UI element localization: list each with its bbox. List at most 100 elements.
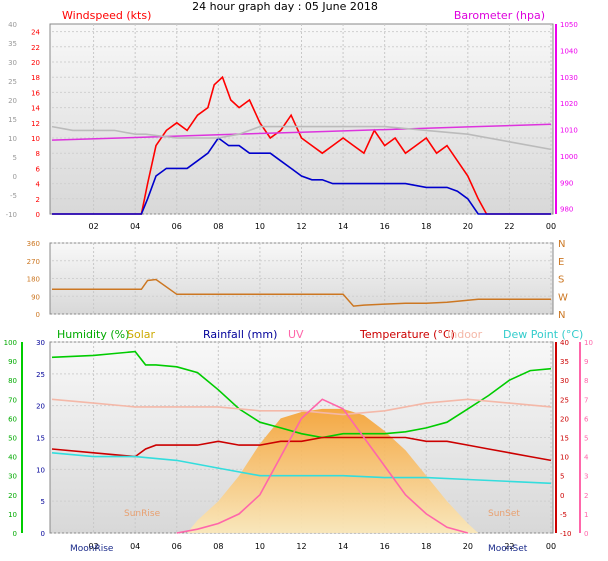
series-direction: [52, 278, 551, 307]
humidity-tick: 20: [8, 492, 17, 500]
wind-panel: [49, 23, 554, 215]
series-solar: [187, 408, 479, 533]
x-tick-label-wind: 08: [213, 222, 223, 231]
dewpoint-legend: Dew Point (°C): [503, 328, 583, 341]
series-humidity: [51, 350, 552, 439]
x-tick-label-weather: 02: [88, 542, 98, 551]
windchill-tick: 0: [13, 173, 17, 181]
wind-tick: 12: [31, 120, 40, 128]
windchill-tick: 15: [8, 116, 17, 124]
compass-tick: E: [558, 257, 564, 268]
uv-tick: 6: [584, 415, 589, 423]
x-tick-label-weather: 20: [463, 542, 473, 551]
series-layer: [51, 75, 552, 534]
humidity-tick: 60: [8, 415, 17, 423]
compass-tick: N: [558, 239, 565, 250]
rain-legend: Rainfall (mm): [203, 328, 277, 341]
x-tick-label-wind: 00: [546, 222, 556, 231]
temperature-tick: 30: [560, 377, 569, 385]
wind-tick: 18: [31, 74, 40, 82]
humidity-tick: 0: [13, 530, 17, 538]
humidity-tick: 40: [8, 454, 17, 462]
series-temperature: [51, 436, 552, 462]
humidity-tick: 80: [8, 377, 17, 385]
baro-tick: 1010: [560, 127, 578, 135]
chart-title: 24 hour graph day : 05 June 2018: [192, 0, 378, 13]
moonset-label: MoonSet: [488, 544, 528, 554]
x-tick-label-wind: 04: [130, 222, 140, 231]
baro-tick: 1000: [560, 153, 578, 161]
x-tick-label-wind: 20: [463, 222, 473, 231]
direction-tick: 270: [27, 258, 40, 266]
uv-tick: 4: [584, 454, 589, 462]
uv-tick: 0: [584, 530, 588, 538]
x-tick-label-wind: 10: [255, 222, 265, 231]
windchill-tick: 30: [8, 59, 17, 67]
direction-tick: 0: [36, 311, 40, 319]
temperature-tick: 25: [560, 396, 569, 404]
series-indoor: [51, 398, 552, 416]
x-tick-label-weather: 12: [296, 542, 306, 551]
windchill-tick: -5: [10, 192, 17, 200]
wind-tick: 10: [31, 135, 40, 143]
baro-tick: 990: [560, 179, 573, 187]
temperature-tick: 5: [560, 473, 564, 481]
baro-tick: 1020: [560, 100, 578, 108]
wind-legend: Windspeed (kts): [62, 9, 151, 22]
uv-tick: 10: [584, 339, 593, 347]
series-dew-point: [51, 452, 552, 485]
windchill-tick: 25: [8, 78, 17, 86]
rain-tick: 20: [36, 403, 45, 411]
temperature-tick: 35: [560, 358, 569, 366]
direction-tick: 90: [31, 293, 40, 301]
x-tick-label-weather: 04: [130, 542, 140, 551]
windchill-tick: 35: [8, 40, 17, 48]
temperature-tick: 0: [560, 492, 564, 500]
windchill-tick: 40: [8, 21, 17, 29]
wind-tick: 8: [36, 150, 40, 158]
temperature-tick: 40: [560, 339, 569, 347]
uv-tick: 5: [584, 435, 588, 443]
x-tick-label-wind: 12: [296, 222, 306, 231]
x-tick-label-wind: 02: [88, 222, 98, 231]
temperature-legend: Temperature (°C): [359, 328, 455, 341]
temperature-tick: -5: [560, 511, 567, 519]
humidity-tick: 10: [8, 511, 17, 519]
x-tick-label-wind: 18: [421, 222, 431, 231]
rain-tick: 0: [41, 530, 45, 538]
moonrise-label: MoonRise: [70, 544, 114, 554]
rain-tick: 15: [36, 435, 45, 443]
x-tick-label-wind: 22: [504, 222, 514, 231]
sunrise-label: SunRise: [124, 509, 161, 519]
wind-tick: 16: [31, 89, 40, 97]
rain-tick: 30: [36, 339, 45, 347]
x-tick-label-wind: 14: [338, 222, 348, 231]
humidity-tick: 90: [8, 358, 17, 366]
rain-tick: 5: [41, 498, 45, 506]
uv-tick: 9: [584, 358, 588, 366]
x-tick-label-weather: 22: [504, 542, 514, 551]
wind-tick: 22: [31, 44, 40, 52]
windchill-tick: 10: [8, 135, 17, 143]
sunset-label: SunSet: [488, 509, 520, 519]
humidity-tick: 100: [4, 339, 17, 347]
temperature-tick: 20: [560, 415, 569, 423]
wind-tick: 0: [36, 211, 40, 219]
wind-tick: 4: [36, 181, 41, 189]
compass-tick: N: [558, 310, 565, 321]
rain-tick: 10: [36, 466, 45, 474]
baro-tick: 1050: [560, 21, 578, 29]
windchill-tick: 20: [8, 97, 17, 105]
wind-tick: 6: [36, 165, 41, 173]
uv-tick: 8: [584, 377, 588, 385]
indoor-legend: Indoor: [447, 328, 483, 341]
uv-tick: 1: [584, 511, 588, 519]
humidity-tick: 50: [8, 435, 17, 443]
uv-tick: 2: [584, 492, 588, 500]
wind-tick: 20: [31, 59, 40, 67]
humidity-tick: 70: [8, 396, 17, 404]
x-tick-label-weather: 16: [380, 542, 390, 551]
humidity-tick: 30: [8, 473, 17, 481]
x-tick-label-weather: 14: [338, 542, 348, 551]
